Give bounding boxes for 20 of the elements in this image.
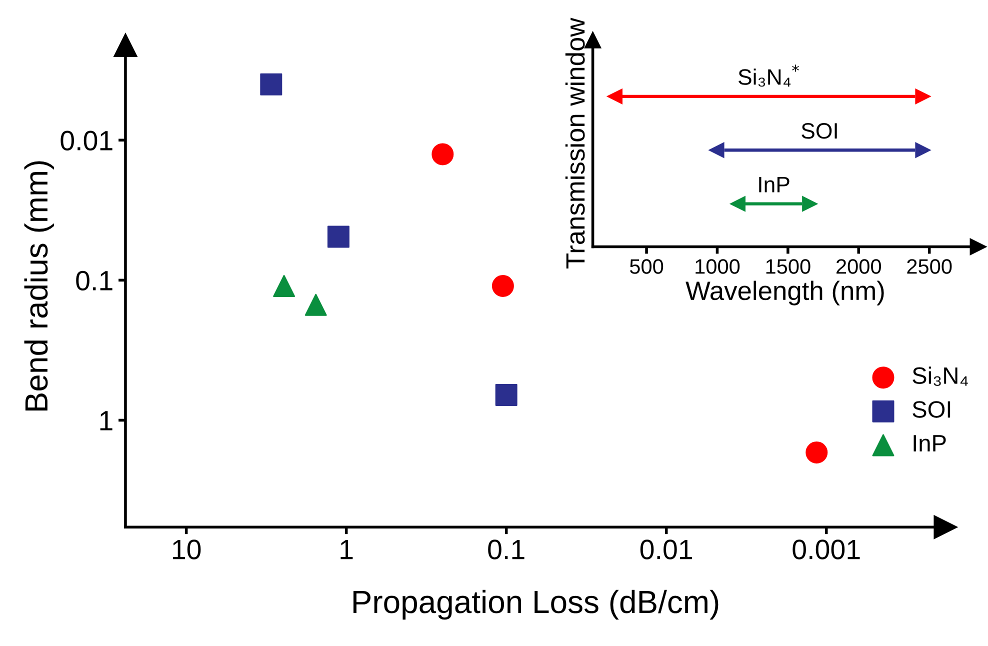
y-axis-title: Bend radius (mm) [24,161,54,410]
x-tick-label: 10 [172,540,201,560]
y-tick-label: Si₃N₄$^{*}$ [738,64,799,87]
legend-label: Si₃N₄ [912,366,968,386]
x-tick-label: 2000 [836,259,881,274]
x-tick-label: 1 [340,540,353,560]
x-tick-label: 0.1 [488,540,524,560]
x-tick-label: 1000 [696,259,740,274]
x-axis-title: Propagation Loss (dB/cm) [353,590,718,620]
x-tick-label: 500 [630,259,664,274]
x-tick-label: 2500 [907,259,952,274]
x-axis-title: Wavelength (nm) [686,280,884,306]
x-tick-label: 1500 [766,259,810,274]
legend-label: SOI [912,401,950,418]
y-tick-label: 0.01 [60,130,112,150]
y-tick-label: 1 [100,411,112,430]
x-tick-label: 0.01 [640,540,692,560]
y-axis-title: Transmission window [565,18,585,268]
legend-label: InP [914,435,946,452]
x-tick-label: 0.001 [792,540,860,560]
